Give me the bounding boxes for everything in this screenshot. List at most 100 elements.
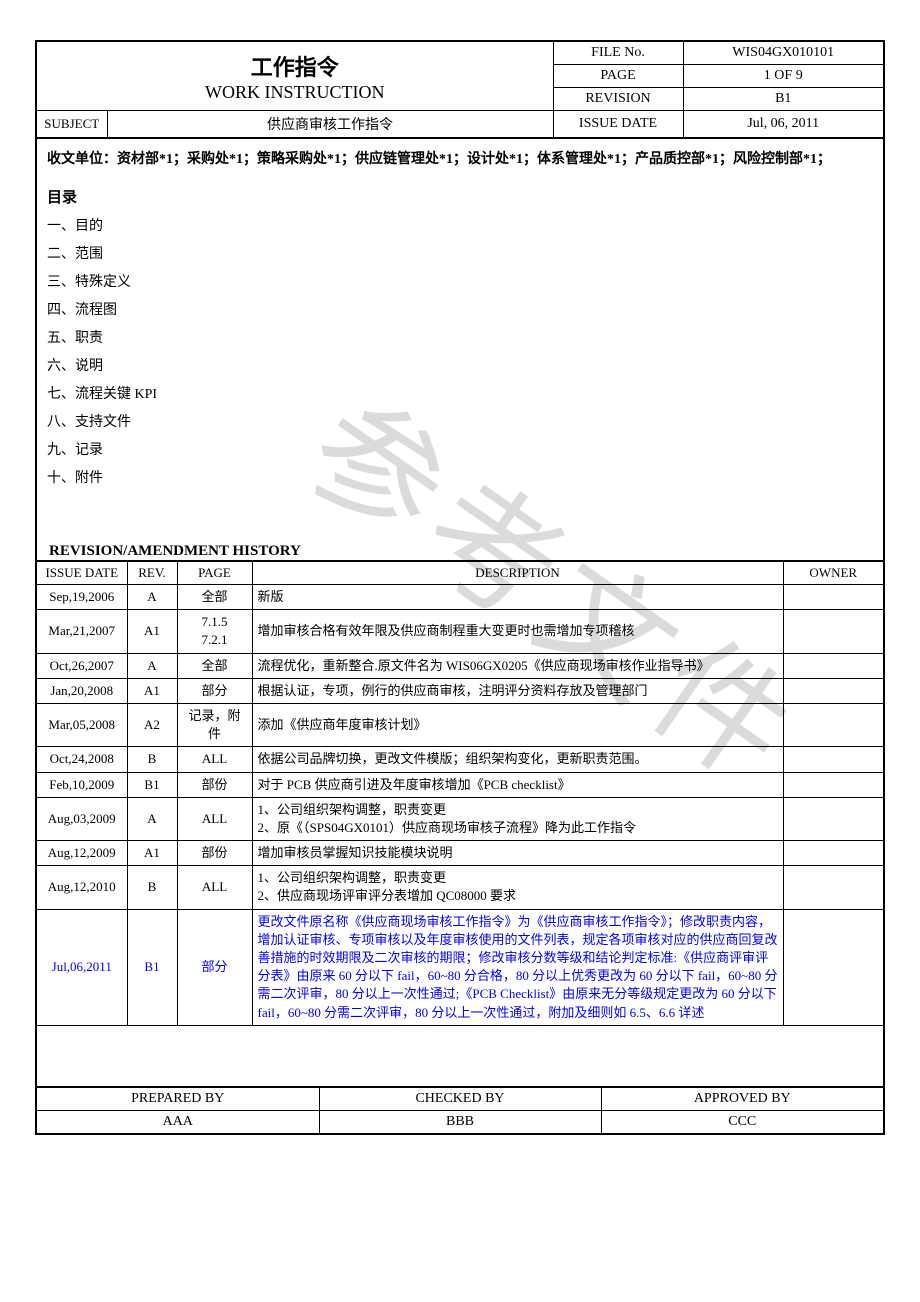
toc-item: 九、记录 [47,437,873,465]
revision-history-title: REVISION/AMENDMENT HISTORY [37,543,883,560]
meta-value-file: WIS04GX010101 [683,42,883,65]
table-cell: Jan,20,2008 [37,678,127,703]
table-cell: 1、公司组织架构调整，职责变更 2、原《（SPS04GX0101）供应商现场审核… [252,797,783,840]
table-cell: A [127,653,177,678]
footer-prepared-label: PREPARED BY [37,1087,319,1111]
rev-th-rev: REV. [127,561,177,585]
table-cell: A [127,585,177,610]
toc-item: 五、职责 [47,325,873,353]
table-cell [783,797,883,840]
table-cell: 更改文件原名称《供应商现场审核工作指令》为《供应商审核工作指令》；修改职责内容，… [252,909,783,1025]
table-cell [783,909,883,1025]
meta-value-rev: B1 [683,88,883,111]
table-cell: Oct,26,2007 [37,653,127,678]
meta-label-rev: REVISION [553,88,683,111]
meta-label-file: FILE No. [553,42,683,65]
table-row: Jul,06,2011B1部分更改文件原名称《供应商现场审核工作指令》为《供应商… [37,909,883,1025]
table-cell: Sep,19,2006 [37,585,127,610]
table-cell: Mar,05,2008 [37,703,127,746]
subject-value: 供应商审核工作指令 [107,111,553,138]
table-cell: A1 [127,678,177,703]
table-cell [783,841,883,866]
table-cell: 7.1.5 7.2.1 [177,610,252,653]
toc-item: 十、附件 [47,465,873,493]
table-cell: Aug,12,2009 [37,841,127,866]
table-row: Feb,10,2009B1部份对于 PCB 供应商引进及年度审核增加《PCB c… [37,772,883,797]
table-cell: 增加审核合格有效年限及供应商制程重大变更时也需增加专项稽核 [252,610,783,653]
rev-th-desc: DESCRIPTION [252,561,783,585]
toc-list: 一、目的 二、范围 三、特殊定义 四、流程图 五、职责 六、说明 七、流程关键 … [47,213,873,493]
table-cell: 部份 [177,772,252,797]
document-frame: 工作指令 WORK INSTRUCTION FILE No. WIS04GX01… [35,40,885,1135]
table-cell: A1 [127,841,177,866]
table-cell: Jul,06,2011 [37,909,127,1025]
table-row: Aug,03,2009AALL1、公司组织架构调整，职责变更 2、原《（SPS0… [37,797,883,840]
table-cell [783,747,883,772]
table-cell: 部分 [177,678,252,703]
toc-item: 四、流程图 [47,297,873,325]
table-cell: 部份 [177,841,252,866]
toc-item: 三、特殊定义 [47,269,873,297]
table-cell: A [127,797,177,840]
table-row: Oct,24,2008BALL依据公司品牌切换，更改文件模版；组织架构变化，更新… [37,747,883,772]
table-cell: 部分 [177,909,252,1025]
table-cell [783,610,883,653]
footer-approved-value: CCC [601,1110,883,1133]
table-cell: 添加《供应商年度审核计划》 [252,703,783,746]
table-cell: 根据认证，专项，例行的供应商审核，注明评分资料存放及管理部门 [252,678,783,703]
footer-approved-label: APPROVED BY [601,1087,883,1111]
distribution-line: 收文单位：资材部*1；采购处*1；策略采购处*1；供应链管理处*1；设计处*1；… [47,147,873,172]
table-cell: ALL [177,797,252,840]
table-cell: 1、公司组织架构调整，职责变更 2、供应商现场评审评分表增加 QC08000 要… [252,866,783,909]
header-table: 工作指令 WORK INSTRUCTION FILE No. WIS04GX01… [37,42,883,137]
table-cell: 流程优化，重新整合.原文件名为 WIS06GX0205《供应商现场审核作业指导书… [252,653,783,678]
toc-item: 八、支持文件 [47,409,873,437]
table-row: Sep,19,2006A全部新版 [37,585,883,610]
table-cell: 新版 [252,585,783,610]
toc-item: 六、说明 [47,353,873,381]
table-cell: Feb,10,2009 [37,772,127,797]
rev-th-date: ISSUE DATE [37,561,127,585]
table-cell [783,585,883,610]
table-row: Mar,21,2007A17.1.5 7.2.1增加审核合格有效年限及供应商制程… [37,610,883,653]
table-cell: ALL [177,866,252,909]
rev-th-page: PAGE [177,561,252,585]
meta-value-page: 1 OF 9 [683,65,883,88]
table-cell: 记录，附件 [177,703,252,746]
table-cell: B1 [127,772,177,797]
toc-title: 目录 [47,186,873,207]
subject-label: SUBJECT [37,111,107,138]
footer-checked-value: BBB [319,1110,601,1133]
table-row: Aug,12,2009A1部份增加审核员掌握知识技能模块说明 [37,841,883,866]
content-area: 收文单位：资材部*1；采购处*1；策略采购处*1；供应链管理处*1；设计处*1；… [37,137,883,537]
table-cell: ALL [177,747,252,772]
table-cell: Aug,12,2010 [37,866,127,909]
table-row: Jan,20,2008A1部分根据认证，专项，例行的供应商审核，注明评分资料存放… [37,678,883,703]
table-cell: A1 [127,610,177,653]
table-cell [783,653,883,678]
table-cell: B [127,866,177,909]
footer-prepared-value: AAA [37,1110,319,1133]
toc-item: 七、流程关键 KPI [47,381,873,409]
rev-th-owner: OWNER [783,561,883,585]
table-row: Mar,05,2008A2记录，附件添加《供应商年度审核计划》 [37,703,883,746]
meta-label-date: ISSUE DATE [553,111,683,138]
table-cell: Mar,21,2007 [37,610,127,653]
table-cell: A2 [127,703,177,746]
table-cell: 增加审核员掌握知识技能模块说明 [252,841,783,866]
footer-table: PREPARED BY CHECKED BY APPROVED BY AAA B… [37,1086,883,1133]
meta-value-date: Jul, 06, 2011 [683,111,883,138]
table-cell: Aug,03,2009 [37,797,127,840]
table-cell [783,866,883,909]
table-cell: 全部 [177,585,252,610]
table-row: Aug,12,2010BALL1、公司组织架构调整，职责变更 2、供应商现场评审… [37,866,883,909]
toc-item: 二、范围 [47,241,873,269]
table-cell [783,678,883,703]
toc-item: 一、目的 [47,213,873,241]
table-cell [783,772,883,797]
title-cn: 工作指令 [43,50,547,82]
table-cell: Oct,24,2008 [37,747,127,772]
title-en: WORK INSTRUCTION [43,82,547,103]
table-cell [783,703,883,746]
table-cell: B [127,747,177,772]
